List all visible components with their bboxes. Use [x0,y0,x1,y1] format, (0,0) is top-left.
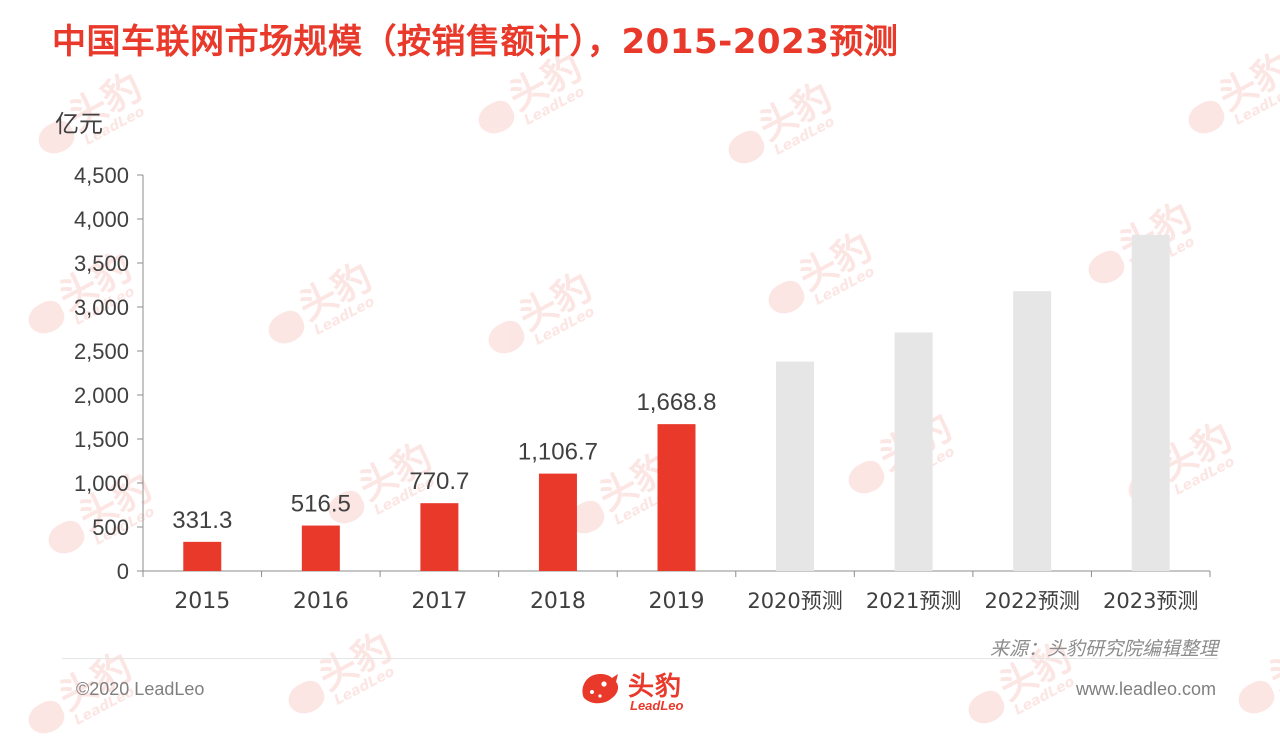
x-tick-label: 2020预测 [747,589,842,613]
y-tick-label: 3,500 [74,251,129,276]
footer-divider [62,658,1218,659]
x-tick-label: 2023预测 [1103,589,1198,613]
bar-2020预测 [776,361,815,571]
y-tick-label: 0 [117,559,129,584]
y-tick-label: 2,500 [74,339,129,364]
y-tick-label: 4,000 [74,207,129,232]
bar-2017 [420,503,459,571]
y-tick-label: 1,000 [74,471,129,496]
data-label: 770.7 [409,468,469,495]
bar-2016 [301,525,340,571]
website-link[interactable]: www.leadleo.com [1075,679,1216,699]
x-tick-label: 2017 [411,589,467,614]
bar-2019 [657,424,696,571]
data-label: 331.3 [172,507,232,534]
data-label: 516.5 [291,491,351,518]
x-tick-label: 2021预测 [866,589,961,613]
bar-2021预测 [894,332,933,571]
source-note: 来源：头豹研究院编辑整理 [989,638,1218,660]
x-tick-label: 2019 [649,589,705,614]
bar-2023预测 [1131,234,1170,571]
leadleo-logo: 头豹 LeadLeo [578,664,708,720]
y-tick-label: 2,000 [74,383,129,408]
bar-2015 [183,541,222,571]
data-label: 1,106.7 [518,439,598,466]
page-title: 中国车联网市场规模（按销售额计），2015-2023预测 [52,22,899,62]
bar-2022预测 [1013,291,1052,571]
y-tick-label: 4,500 [74,163,129,188]
y-tick-label: 1,500 [74,427,129,452]
logo-text-cn: 头豹 [628,672,683,702]
y-tick-label: 500 [92,515,129,540]
logo-text-en: LeadLeo [630,698,684,713]
y-tick-label: 3,000 [74,295,129,320]
x-tick-label: 2018 [530,589,586,614]
x-tick-label: 2016 [293,589,349,614]
copyright-text: ©2020 LeadLeo [76,679,205,699]
y-axis-unit-label: 亿元 [55,110,103,138]
data-label: 1,668.8 [636,389,716,416]
bar-2018 [538,473,577,571]
bar-chart: 亿元 0 500 1,000 1,500 2,000 2,500 3,000 3,500 4,00… [55,110,1211,614]
leopard-logo-icon [582,674,619,704]
x-tick-label: 2022预测 [984,589,1079,613]
x-tick-label: 2015 [174,589,230,614]
